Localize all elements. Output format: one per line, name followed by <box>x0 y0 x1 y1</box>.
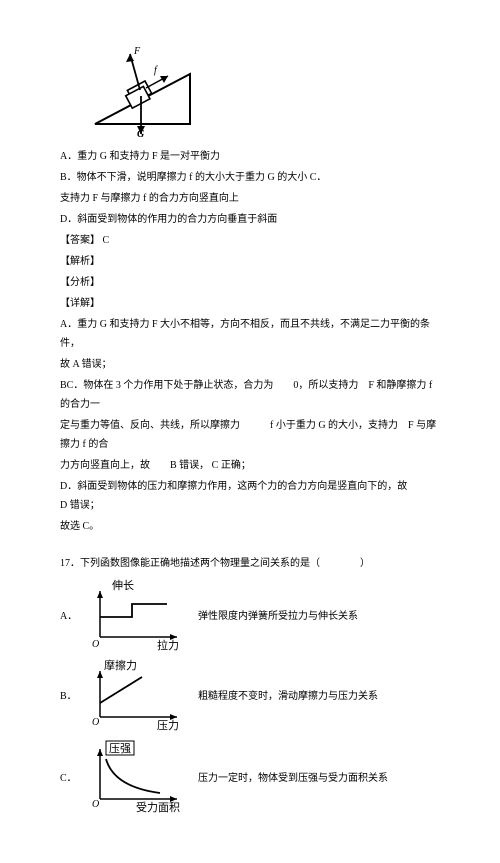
chart-c-caption: 压力一定时，物体受到压强与受力面积关系 <box>198 769 388 788</box>
opt-d: D．斜面受到物体的作用力的合力方向垂直于斜面 <box>60 210 440 229</box>
exp-bc-1: BC．物体在 3 个力作用下处于静止状态，合力为 0，所以支持力 F 和静摩擦力… <box>60 376 440 414</box>
chart-b-row: B． 摩擦力 压力 O 粗糙程度不变时，滑动摩擦力与压力关系 <box>60 659 440 733</box>
chart-a-row: A． 伸长 拉力 O 弹性限度内弹簧所受拉力与伸长关系 <box>60 579 440 653</box>
incline-diagram: F f G <box>90 44 440 139</box>
chart-a-label: A． <box>60 607 82 626</box>
exp-a-1: A．重力 G 和支持力 F 大小不相等，方向不相反，而且不共线，不满足二力平衡的… <box>60 315 440 353</box>
label-f: f <box>154 65 158 76</box>
chart-b: 摩擦力 压力 O <box>82 659 192 733</box>
chart-c-label: C． <box>60 769 82 788</box>
chart-b-ylabel: 摩擦力 <box>104 659 137 672</box>
fenxi: 【分析】 <box>60 273 440 292</box>
chart-a: 伸长 拉力 O <box>82 579 192 653</box>
chart-b-xlabel: 压力 <box>157 719 179 732</box>
xiangjie: 【详解】 <box>60 294 440 313</box>
chart-c: 压强 受力面积 O <box>82 739 192 817</box>
chart-b-caption: 粗糙程度不变时，滑动摩擦力与压力关系 <box>198 687 378 706</box>
label-G: G <box>137 129 145 139</box>
opt-b-line1: B．物体不下滑，说明摩擦力 f 的大小大于重力 G 的大小 C． <box>60 168 440 187</box>
svg-text:O: O <box>92 639 99 650</box>
exp-bc-3: 力方向竖直向上，故 B 错误， C 正确； <box>60 456 440 475</box>
chart-c-row: C． 压强 受力面积 O 压力一定时，物体受到压强与受力面积关系 <box>60 739 440 817</box>
svg-text:O: O <box>92 799 99 810</box>
jiexi: 【解析】 <box>60 252 440 271</box>
exp-bc-2: 定与重力等值、反向、共线，所以摩擦力 f 小于重力 G 的大小，支持力 F 与摩… <box>60 416 440 454</box>
exp-d-1: D．斜面受到物体的压力和摩擦力作用，这两个力的合力方向是竖直向下的，故 D 错误… <box>60 477 440 515</box>
answer: 【答案】 C <box>60 231 440 250</box>
label-F: F <box>133 46 141 57</box>
chart-c-ylabel: 压强 <box>109 742 131 755</box>
opt-b-line2: 支持力 F 与摩擦力 f 的合力方向竖直向上 <box>60 189 440 208</box>
q17-stem: 17．下列函数图像能正确地描述两个物理量之间关系的是（ ） <box>60 554 440 573</box>
chart-b-label: B． <box>60 687 82 706</box>
chart-a-ylabel: 伸长 <box>112 579 134 592</box>
chart-a-xlabel: 拉力 <box>157 638 179 652</box>
exp-a-2: 故 A 错误； <box>60 355 440 374</box>
exp-d-2: 故选 C。 <box>60 517 440 536</box>
svg-text:O: O <box>92 717 99 728</box>
opt-a: A．重力 G 和支持力 F 是一对平衡力 <box>60 147 440 166</box>
chart-c-xlabel: 受力面积 <box>136 801 180 814</box>
chart-a-caption: 弹性限度内弹簧所受拉力与伸长关系 <box>198 607 358 626</box>
